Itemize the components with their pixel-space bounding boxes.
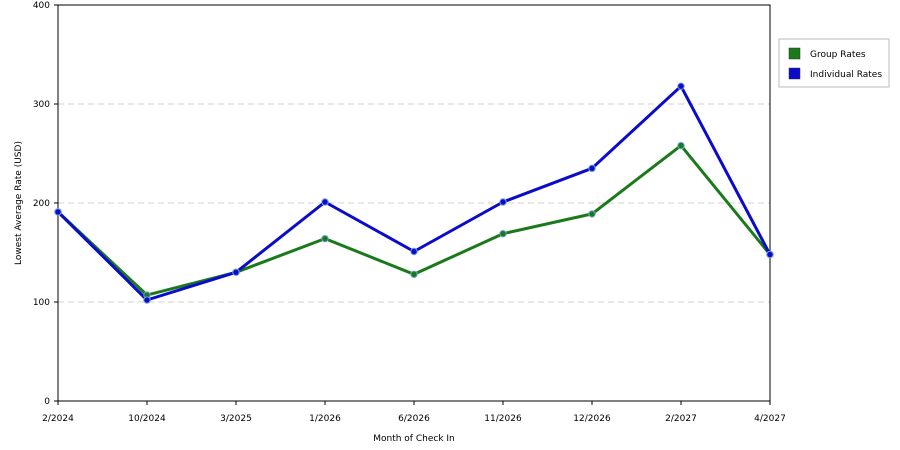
- x-tick-label: 6/2026: [398, 414, 430, 424]
- y-tick-label: 200: [33, 199, 50, 209]
- data-point-individual-rates: [766, 250, 774, 259]
- tick-labels: 0 100 200 300 400 2/2024 10/2024 3/2025 1/2026 6/…: [33, 1, 786, 424]
- data-point-group-rates: [410, 270, 418, 278]
- y-tick-label: 400: [33, 1, 50, 11]
- data-point-individual-rates: [321, 198, 329, 206]
- legend-swatch: [788, 67, 801, 80]
- x-tick-label: 2/2024: [42, 414, 74, 424]
- axes: [54, 4, 771, 405]
- x-tick-label: 1/2026: [309, 414, 341, 424]
- data-point-group-rates: [499, 229, 507, 238]
- legend-label: Group Rates: [810, 50, 866, 60]
- x-tick-label: 2/2027: [665, 414, 697, 424]
- data-point-group-rates: [321, 234, 329, 243]
- data-point-individual-rates: [677, 82, 685, 90]
- data-point-individual-rates: [410, 247, 418, 256]
- y-axis-title: Lowest Average Rate (USD): [14, 141, 24, 265]
- x-axis-title: Month of Check In: [373, 434, 455, 444]
- x-tick-label: 12/2026: [573, 414, 611, 424]
- data-point-individual-rates: [588, 164, 596, 173]
- data-point-individual-rates: [232, 268, 240, 276]
- y-tick-label: 300: [33, 100, 50, 110]
- y-tick-label: 100: [33, 298, 50, 308]
- x-tick-label: 11/2026: [484, 414, 522, 424]
- data-point-individual-rates: [54, 208, 62, 216]
- data-point-individual-rates: [143, 296, 151, 304]
- y-tick-label: 0: [44, 397, 50, 407]
- series-lines: [54, 82, 774, 304]
- x-tick-label: 3/2025: [220, 414, 252, 424]
- legend: Group Rates Individual Rates: [778, 38, 890, 88]
- legend-swatch: [788, 47, 801, 60]
- legend-label: Individual Rates: [810, 70, 882, 80]
- x-tick-label: 10/2024: [128, 414, 166, 424]
- grid-lines: [58, 103, 770, 303]
- x-tick-label: 4/2027: [754, 414, 786, 424]
- data-point-group-rates: [588, 210, 596, 218]
- data-point-individual-rates: [499, 198, 507, 206]
- data-point-group-rates: [677, 141, 685, 150]
- series-line-individual-rates: [56, 84, 772, 302]
